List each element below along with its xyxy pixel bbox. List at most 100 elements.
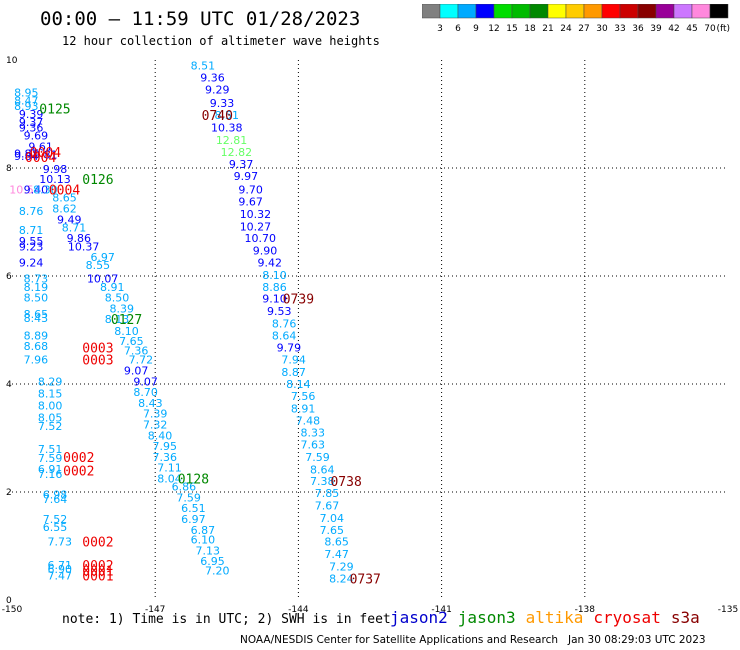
pass-time-label: 0126 <box>82 173 113 188</box>
x-tick-label: -144 <box>288 605 309 615</box>
wave-height-label: 8.87 <box>281 366 306 379</box>
wave-height-label: 9.37 <box>229 158 254 171</box>
mission-legend: jason2 jason3 altika cryosat s3a <box>390 608 710 627</box>
wave-height-label: 8.93 <box>14 100 39 113</box>
wave-height-label: 6.51 <box>181 502 206 515</box>
wave-height-label: 12.82 <box>221 146 253 159</box>
wave-height-label: 7.72 <box>129 354 154 367</box>
wave-height-label: 6.71 <box>47 559 72 572</box>
chart-subtitle: 12 hour collection of altimeter wave hei… <box>62 34 380 48</box>
wave-height-label: 8.19 <box>24 281 49 294</box>
wave-height-label: 9.33 <box>210 97 235 110</box>
wave-height-label: 7.38 <box>310 475 335 488</box>
wave-height-label: 7.52 <box>43 513 68 526</box>
wave-height-label: 7.20 <box>205 564 230 577</box>
mission-legend-item: altika <box>525 608 584 627</box>
wave-height-label: 8.30 <box>33 184 58 197</box>
wave-height-label: 8.51 <box>215 109 240 122</box>
wave-height-label: 9.07 <box>133 375 158 388</box>
wave-height-label: 9.40 <box>24 184 49 197</box>
wave-height-label: 7.47 <box>47 570 72 583</box>
wave-height-label: 7.65 <box>119 335 144 348</box>
wave-height-label: 8.43 <box>138 397 163 410</box>
mission-legend-item: cryosat <box>593 608 661 627</box>
wave-height-label: 8.10 <box>114 325 139 338</box>
wave-height-label: 8.00 <box>38 400 63 413</box>
pass-time-label: 0002 <box>63 464 94 479</box>
wave-height-label: 9.24 <box>19 257 44 270</box>
colorbar-label: 24 <box>560 24 572 34</box>
wave-height-label: 6.91 <box>38 463 63 476</box>
wave-height-label: 9.23 <box>19 240 44 253</box>
wave-height-label: 8.76 <box>19 205 44 218</box>
wave-height-label: 8.29 <box>38 375 63 388</box>
pass-time-label: 0003 <box>82 341 113 356</box>
colorbar-label: 15 <box>506 24 517 34</box>
wave-height-label: 8.50 <box>24 292 49 305</box>
wave-height-label: 7.85 <box>315 487 340 500</box>
colorbar-label: 36 <box>632 24 644 34</box>
pass-time-label: 0739 <box>283 293 314 308</box>
wave-height-label: 9.49 <box>57 213 82 226</box>
wave-height-label: 8.43 <box>24 312 49 325</box>
wave-height-label: 8.62 <box>52 203 77 216</box>
colorbar-label: 21 <box>542 24 553 34</box>
wave-height-label: 7.95 <box>152 440 177 453</box>
x-tick-label: -147 <box>145 605 165 615</box>
wave-height-label: 8.14 <box>286 378 311 391</box>
wave-height-label: 9.36 <box>200 71 225 84</box>
altimeter-plot: -150 -147 -144 -141 -138 -13502468108.958.478… <box>2 56 738 615</box>
wave-height-label: 10.70 <box>244 232 276 245</box>
wave-height-label: 8.70 <box>133 386 158 399</box>
wave-height-label: 7.11 <box>157 462 182 475</box>
pass-time-label: 0004 <box>30 146 61 161</box>
pass-time-label: 0003 <box>82 354 113 369</box>
wave-height-label: 9.98 <box>43 163 68 176</box>
wave-height-label: 7.73 <box>47 536 72 549</box>
x-tick-label: -150 <box>2 605 23 615</box>
wave-height-label: 7.47 <box>324 548 349 561</box>
credit-line: NOAA/NESDIS Center for Satellite Applica… <box>240 634 706 646</box>
colorbar-label: 9 <box>473 24 479 34</box>
wave-height-label: 8.33 <box>300 427 325 440</box>
wave-height-label: 7.36 <box>152 451 177 464</box>
wave-height-label: 7.16 <box>38 468 63 481</box>
wave-height-label: 8.76 <box>272 318 297 331</box>
wave-height-label: 9.67 <box>238 195 263 208</box>
colorbar-label: 39 <box>650 24 662 34</box>
colorbar-label: 27 <box>578 24 589 34</box>
wave-height-label: 10.07 <box>87 273 119 286</box>
wave-height-label: 7.04 <box>320 512 345 525</box>
colorbar-label: 18 <box>524 24 536 34</box>
wave-height-label: 7.59 <box>305 451 330 464</box>
wave-height-label: 7.59 <box>176 491 201 504</box>
colorbar-label: 30 <box>596 24 608 34</box>
pass-time-label: 0740 <box>202 109 233 124</box>
wave-height-label: 10.37 <box>68 240 100 253</box>
wave-height-label: 9.81 <box>14 147 39 160</box>
wave-height-label: 9.97 <box>234 170 259 183</box>
wave-height-label: 8.71 <box>62 221 87 234</box>
wave-height-label: 9.10 <box>262 293 287 306</box>
wave-height-label: 6.55 <box>43 521 68 534</box>
pass-time-label: 0004 <box>25 151 56 166</box>
wave-height-label: 7.56 <box>291 390 316 403</box>
wave-height-label: 8.91 <box>100 281 125 294</box>
wave-height-label: 8.55 <box>86 259 111 272</box>
colorbar-swatch <box>709 4 729 19</box>
wave-height-label: 8.51 <box>191 59 216 72</box>
pass-time-label: 0738 <box>330 475 361 490</box>
wave-height-label: 8.71 <box>19 224 44 237</box>
wave-height-label: 10.32 <box>240 208 272 221</box>
x-tick-label: -135 <box>718 605 738 615</box>
wave-height-label: 8.50 <box>105 292 130 305</box>
colorbar-label: 6 <box>455 24 461 34</box>
wave-height-label: 6.95 <box>200 555 225 568</box>
colorbar-label: 33 <box>614 24 625 34</box>
wave-height-label: 9.37 <box>19 116 44 129</box>
mission-legend-item: s3a <box>670 608 700 627</box>
footer-note: note: 1) Time is in UTC; 2) SWH is in fe… <box>62 612 391 627</box>
wave-height-label: 9.69 <box>24 130 49 143</box>
pass-time-label: 0737 <box>350 572 381 587</box>
wave-height-label: 7.36 <box>124 345 149 358</box>
